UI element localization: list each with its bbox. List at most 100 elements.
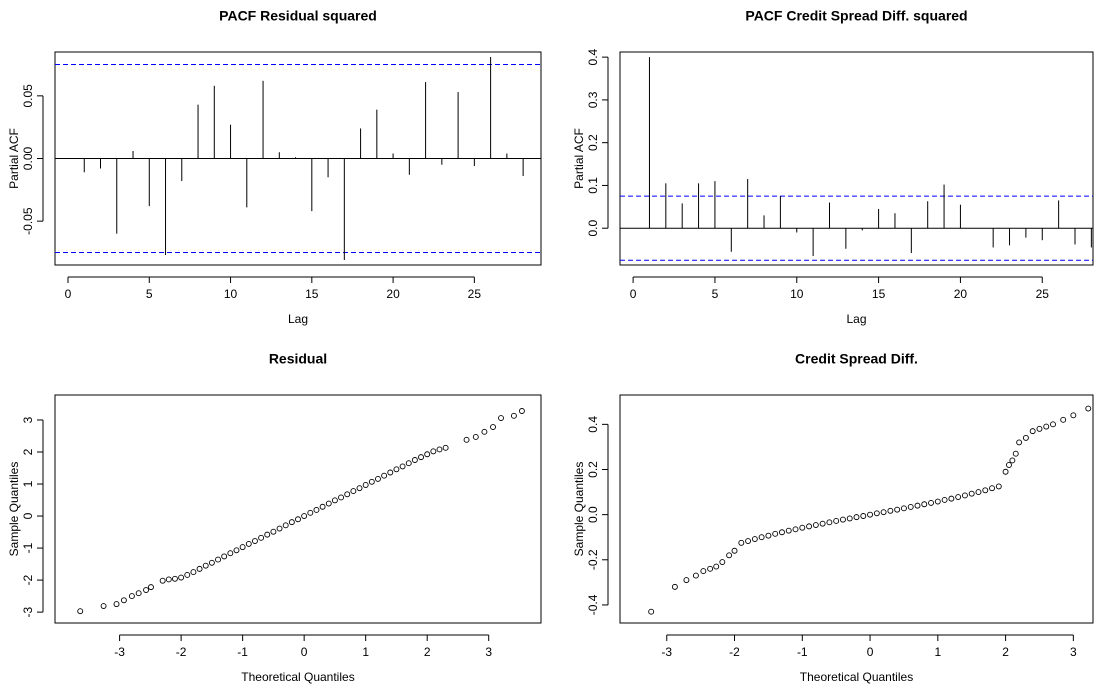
qq-point xyxy=(307,509,314,516)
x-axis-label: Lag xyxy=(846,312,866,326)
qq-point xyxy=(826,519,833,526)
chart-title: Credit Spread Diff. xyxy=(795,351,918,367)
qq-point xyxy=(700,568,707,575)
plot-frame xyxy=(619,394,1094,624)
qq-point xyxy=(726,552,733,559)
x-tick-label: 20 xyxy=(386,287,400,301)
qq-point xyxy=(812,522,819,528)
qq-point xyxy=(264,531,271,538)
x-tick-label: 10 xyxy=(224,287,238,301)
qq-point xyxy=(719,559,726,565)
qq-point xyxy=(436,446,443,453)
chart-title: PACF Residual squared xyxy=(219,8,377,24)
qq-point xyxy=(745,538,752,545)
qq-point xyxy=(1060,416,1067,423)
qq-point xyxy=(393,466,400,473)
qq-point xyxy=(968,490,975,497)
qq-point xyxy=(418,454,424,461)
qq-point xyxy=(463,436,470,443)
x-tick-label: -2 xyxy=(176,645,187,659)
qq-point xyxy=(128,593,135,600)
qq-point xyxy=(961,492,968,499)
x-tick-label: 10 xyxy=(790,287,804,301)
qq-point xyxy=(873,510,880,517)
qq-point xyxy=(785,527,792,534)
qq-point xyxy=(1036,425,1043,432)
qq-point xyxy=(1016,439,1023,446)
x-tick-label: 1 xyxy=(934,645,941,659)
qq-point xyxy=(921,501,928,508)
qq-point xyxy=(350,488,357,495)
qq-point xyxy=(375,475,381,482)
x-tick-label: 1 xyxy=(362,645,369,659)
qq-point xyxy=(799,524,806,531)
qq-point xyxy=(833,518,840,524)
qq-point xyxy=(387,469,394,476)
qq-point xyxy=(846,515,853,522)
qq-point xyxy=(490,424,496,430)
y-tick-label: 0.1 xyxy=(586,177,600,194)
qq-point xyxy=(941,497,948,503)
plot-frame xyxy=(54,394,542,624)
y-tick-label: 0.4 xyxy=(586,416,600,433)
qq-point xyxy=(442,444,449,451)
qq-point xyxy=(731,547,738,554)
x-tick-label: -1 xyxy=(797,645,808,659)
y-tick-label: -2 xyxy=(21,574,35,585)
qq-point xyxy=(159,577,166,584)
qq-point xyxy=(172,575,178,582)
qq-point xyxy=(251,538,258,544)
qq-point xyxy=(190,569,197,576)
qq-point xyxy=(765,532,772,539)
qq-point xyxy=(683,577,690,584)
qq-point xyxy=(982,487,989,494)
qq-point xyxy=(381,472,388,479)
qq-point xyxy=(472,433,479,440)
qq-point xyxy=(955,494,962,500)
x-axis-label: Lag xyxy=(288,312,308,326)
x-tick-label: -2 xyxy=(729,645,740,659)
qq-point xyxy=(356,485,363,492)
qq-point xyxy=(751,536,758,542)
qq-point xyxy=(196,565,203,572)
y-tick-label: 0.2 xyxy=(586,134,600,151)
x-tick-label: 0 xyxy=(630,287,637,301)
y-tick-label: 0.00 xyxy=(21,146,35,170)
y-tick-label: -1 xyxy=(21,542,35,553)
qq-point xyxy=(1070,412,1077,419)
y-tick-label: -0.4 xyxy=(586,594,600,615)
y-tick-label: 0.0 xyxy=(586,506,600,523)
qq-point xyxy=(113,601,120,608)
y-tick-label: 0.05 xyxy=(21,84,35,108)
x-tick-label: 15 xyxy=(305,287,319,301)
qq-point xyxy=(338,494,345,501)
qq-point xyxy=(331,497,338,504)
y-axis-label: Sample Quantiles xyxy=(7,462,21,557)
qq-point xyxy=(344,491,351,498)
qq-point xyxy=(120,597,127,604)
qq-point xyxy=(208,559,215,566)
qq-point xyxy=(806,523,813,530)
qq-point xyxy=(671,583,678,590)
y-tick-label: -3 xyxy=(21,606,35,617)
qq-point xyxy=(319,503,326,510)
qq-point xyxy=(313,507,320,513)
y-axis-label: Partial ACF xyxy=(572,128,586,189)
qq-point xyxy=(1029,428,1036,435)
y-tick-label: 0.3 xyxy=(586,91,600,108)
chart-title: Residual xyxy=(269,351,327,367)
qq-point xyxy=(707,565,714,572)
qq-point xyxy=(948,495,955,502)
x-tick-label: 15 xyxy=(872,287,886,301)
qq-point xyxy=(430,448,437,455)
qq-point xyxy=(301,513,308,519)
x-axis-label: Theoretical Quantiles xyxy=(241,670,354,684)
qq-point xyxy=(839,516,846,523)
qq-point xyxy=(325,500,332,507)
qq-point xyxy=(148,584,154,591)
y-tick-label: 0.0 xyxy=(586,220,600,237)
qq-point xyxy=(975,489,982,496)
y-axis-label: Partial ACF xyxy=(7,128,21,189)
qq-point xyxy=(989,485,995,492)
